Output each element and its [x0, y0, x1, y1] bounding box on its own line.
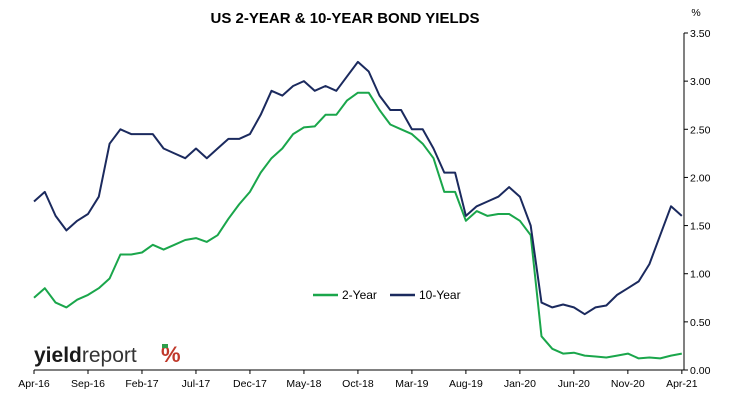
x-tick-label: May-18	[286, 378, 321, 390]
x-tick-label: Apr-16	[18, 378, 50, 390]
x-tick-label: Jun-20	[558, 378, 590, 390]
y-tick-label: 1.50	[690, 221, 711, 233]
logo-percent-symbol: %	[161, 342, 181, 367]
logo-wordmark-bold: yield	[34, 344, 82, 367]
x-tick-label: Nov-20	[611, 378, 645, 390]
chart-title: US 2-YEAR & 10-YEAR BOND YIELDS	[211, 10, 480, 27]
legend: 2-Year 10-Year	[313, 288, 461, 302]
y-tick-label: 3.50	[690, 28, 711, 40]
svg-text:yieldreport: yieldreport	[34, 344, 137, 367]
x-tick-label: Jul-17	[182, 378, 211, 390]
x-tick-label: Mar-19	[395, 378, 428, 390]
y-tick-label: 3.00	[690, 76, 711, 88]
logo-wordmark-light: report	[82, 344, 137, 367]
series-line-10-year	[33, 60, 683, 316]
series-lines	[33, 60, 683, 360]
x-tick-label: Jan-20	[504, 378, 536, 390]
y-tick-label: 2.00	[690, 172, 711, 184]
logo-accent-green	[162, 344, 168, 348]
y-axis-ticks: 0.00 0.50 1.00 1.50 2.00 2.50 3.00 3.50	[684, 28, 711, 377]
y-tick-label: 0.50	[690, 317, 711, 329]
x-tick-label: Aug-19	[449, 378, 483, 390]
x-axis-ticks: Apr-16 Sep-16 Feb-17 Jul-17 Dec-17 May-18 Oct-…	[18, 370, 698, 390]
y-tick-label: 2.50	[690, 124, 711, 136]
legend-label-2-year: 2-Year	[342, 288, 377, 302]
x-tick-label: Feb-17	[125, 378, 158, 390]
x-tick-label: Apr-21	[666, 378, 698, 390]
x-tick-label: Sep-16	[71, 378, 105, 390]
x-tick-label: Dec-17	[233, 378, 267, 390]
y-axis-unit: %	[691, 7, 700, 19]
yieldreport-logo: yieldreport %	[34, 342, 181, 367]
series-line-2-year	[33, 91, 682, 360]
x-tick-label: Oct-18	[342, 378, 374, 390]
y-tick-label: 1.00	[690, 269, 711, 281]
y-tick-label: 0.00	[690, 365, 711, 377]
legend-label-10-year: 10-Year	[419, 288, 461, 302]
